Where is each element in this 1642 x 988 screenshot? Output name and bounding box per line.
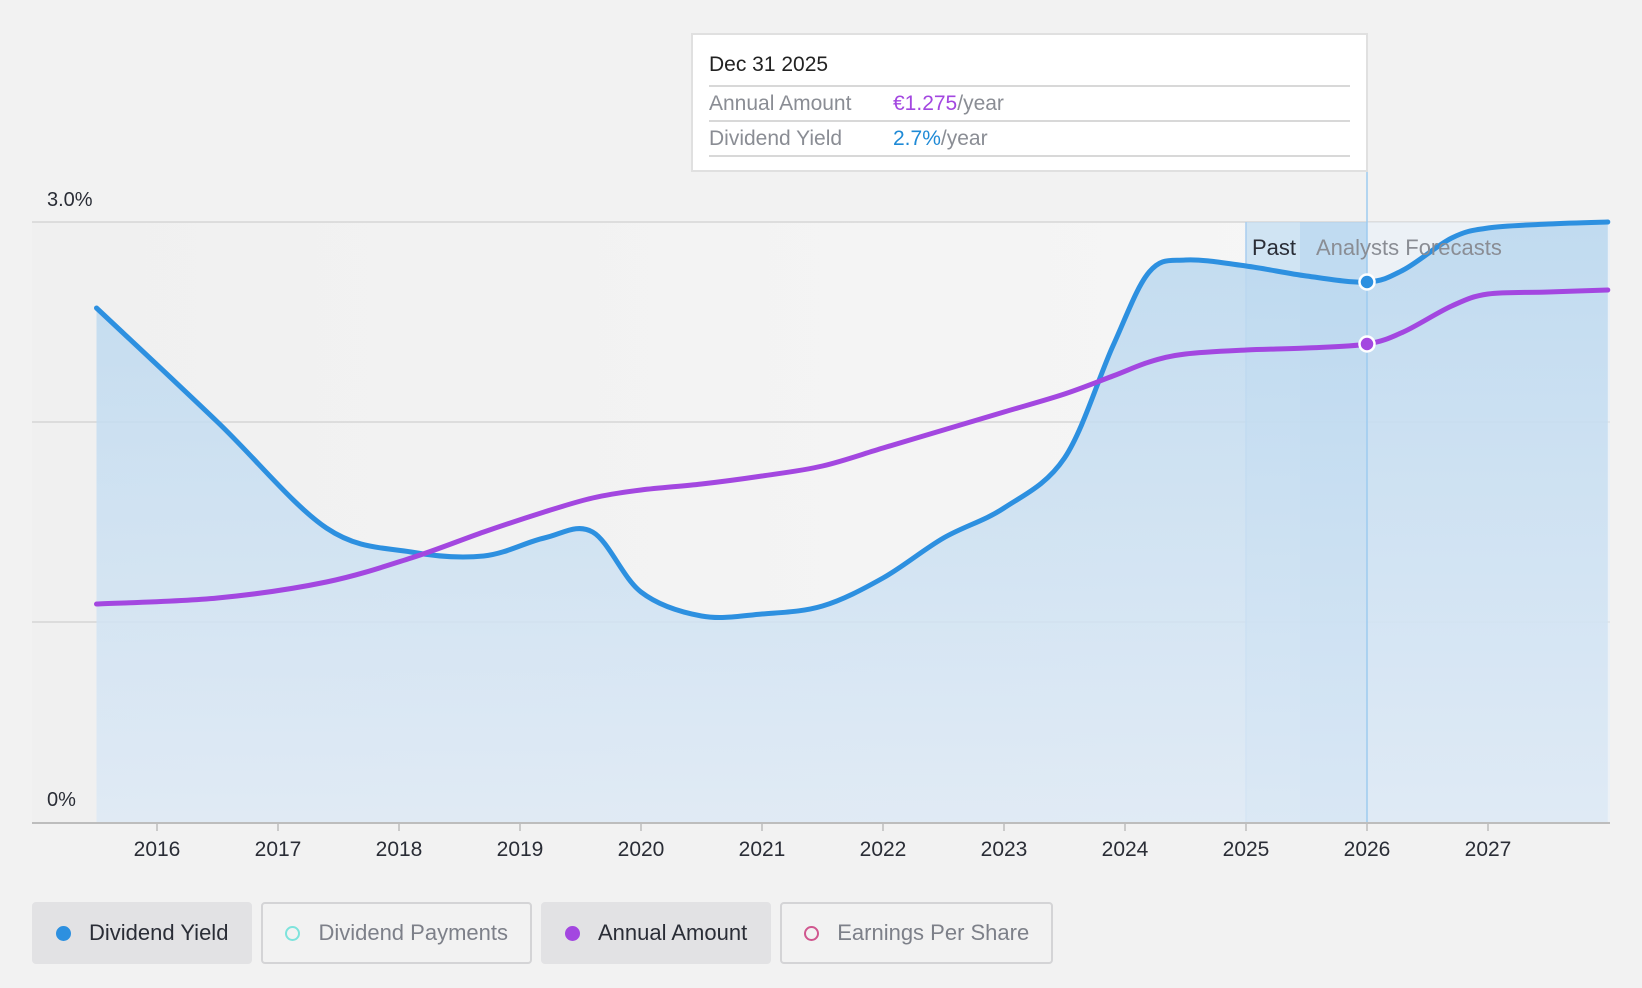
- tooltip-date: Dec 31 2025: [709, 49, 1350, 87]
- dividend-yield-area: [96, 222, 1608, 822]
- past-label: Past: [1252, 235, 1296, 260]
- legend-ring-icon: [285, 925, 301, 941]
- x-tick-label: 2019: [497, 838, 544, 861]
- annual-amount-marker: [1358, 335, 1376, 353]
- legend-label: Annual Amount: [597, 920, 748, 945]
- dividend-yield-marker: [1358, 273, 1376, 291]
- x-tick-label: 2026: [1344, 838, 1391, 861]
- tooltip-value: €1.275: [893, 92, 958, 115]
- legend-dividend-yield-button[interactable]: Dividend Yield: [32, 902, 253, 964]
- legend: Dividend Yield Dividend Payments Annual …: [32, 902, 1054, 964]
- x-tick-label: 2018: [376, 838, 423, 861]
- x-tick-label: 2025: [1223, 838, 1270, 861]
- dividend-chart: 2016 2017 2018 2019 2020 2021 2022 2023 2024 2025…: [32, 170, 1611, 861]
- tooltip-unit: /year: [957, 92, 1004, 115]
- chart-canvas: 2016 2017 2018 2019 2020 2021 2022 2023 2024 2025…: [32, 170, 1611, 861]
- legend-annual-amount-button[interactable]: Annual Amount: [540, 902, 772, 964]
- tooltip-label: Dividend Yield: [709, 127, 843, 150]
- tooltip-unit: /year: [940, 127, 988, 150]
- x-tick-label: 2023: [981, 838, 1028, 861]
- x-tick-label: 2021: [739, 838, 786, 861]
- legend-label: Dividend Payments: [318, 920, 508, 945]
- x-tick-label: 2022: [860, 838, 907, 861]
- legend-dot-icon: [564, 925, 580, 941]
- x-tick-label: 2016: [134, 838, 181, 861]
- tooltip-value: 2.7%: [893, 127, 941, 150]
- tooltip-label: Annual Amount: [709, 92, 852, 115]
- legend-dot-icon: [56, 925, 71, 941]
- y-tick-label: 3.0%: [47, 189, 93, 211]
- tooltip: Dec 31 2025 Annual Amount €1.275 /year D…: [691, 33, 1368, 172]
- legend-dividend-payments-button[interactable]: Dividend Payments: [261, 902, 532, 964]
- tooltip-row-dividend-yield: Dividend Yield 2.7% /year: [709, 122, 1350, 157]
- dividend-yield-line: [94, 219, 1611, 620]
- x-tick-label: 2020: [618, 838, 665, 861]
- analysts-forecasts-label: Analysts Forecasts: [1316, 235, 1502, 260]
- legend-ring-icon: [804, 925, 820, 941]
- tooltip-row-annual-amount: Annual Amount €1.275 /year: [709, 87, 1350, 122]
- legend-earnings-per-share-button[interactable]: Earnings Per Share: [780, 902, 1054, 964]
- x-tick-label: 2024: [1102, 838, 1149, 861]
- legend-label: Dividend Yield: [89, 920, 229, 945]
- legend-label: Earnings Per Share: [837, 920, 1030, 945]
- y-tick-label: 0%: [47, 789, 76, 811]
- annual-amount-line: [94, 287, 1611, 607]
- x-tick-label: 2017: [255, 838, 302, 861]
- x-tick-label: 2027: [1465, 838, 1512, 861]
